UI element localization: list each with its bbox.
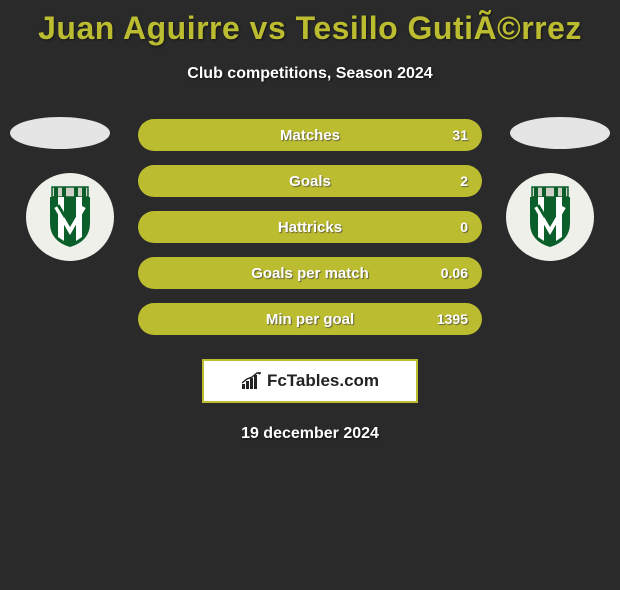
stats-list: Matches 31 Goals 2 Hattricks 0 Goals per… [138,119,482,335]
stat-value: 31 [452,127,468,143]
stat-value: 2 [460,173,468,189]
page-title: Juan Aguirre vs Tesillo GutiÃ©rrez [0,10,620,47]
stat-bar: Goals 2 [138,165,482,197]
stat-bar: Hattricks 0 [138,211,482,243]
club-logo-left [26,173,114,261]
date-label: 19 december 2024 [0,425,620,443]
player-avatar-placeholder-right [510,117,610,149]
subtitle: Club competitions, Season 2024 [0,65,620,83]
comparison-panel: Matches 31 Goals 2 Hattricks 0 Goals per… [0,119,620,443]
stat-label: Goals [289,173,331,190]
stat-label: Min per goal [266,311,354,328]
stat-label: Hattricks [278,219,342,236]
stat-bar: Goals per match 0.06 [138,257,482,289]
stat-value: 0.06 [441,265,468,281]
stat-label: Goals per match [251,265,369,282]
stat-value: 1395 [437,311,468,327]
stat-value: 0 [460,219,468,235]
atletico-nacional-icon [516,183,584,251]
atletico-nacional-icon [36,183,104,251]
stat-bar: Min per goal 1395 [138,303,482,335]
club-logo-right [506,173,594,261]
player-avatar-placeholder-left [10,117,110,149]
bar-chart-icon [241,372,263,390]
stat-label: Matches [280,127,340,144]
brand-label: FcTables.com [267,371,379,391]
stat-bar: Matches 31 [138,119,482,151]
brand-box: FcTables.com [202,359,418,403]
